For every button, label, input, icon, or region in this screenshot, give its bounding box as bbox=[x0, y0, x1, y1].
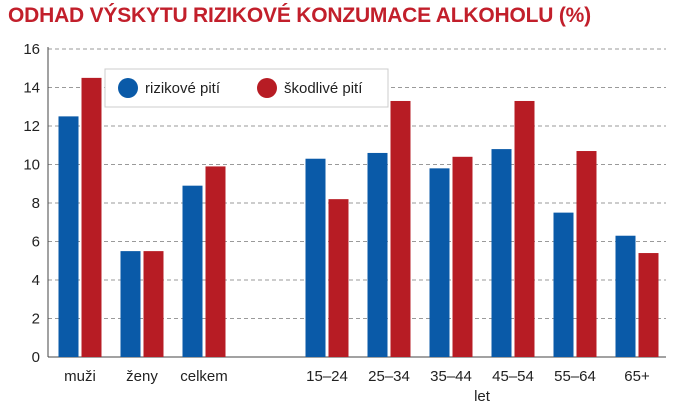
y-tick-label: 0 bbox=[32, 349, 40, 366]
bar-rizikove-5 bbox=[429, 168, 450, 357]
bar-skodlive-2 bbox=[205, 166, 226, 357]
legend-label: rizikové pití bbox=[145, 80, 221, 97]
y-tick-label: 16 bbox=[23, 41, 40, 58]
y-tick-label: 14 bbox=[23, 80, 40, 97]
x-tick-label: 45–54 bbox=[492, 368, 534, 385]
bar-skodlive-1 bbox=[143, 251, 164, 357]
x-tick-label: 25–34 bbox=[368, 368, 410, 385]
legend-marker bbox=[257, 78, 277, 98]
chart-title: ODHAD VÝSKYTU RIZIKOVÉ KONZUMACE ALKOHOL… bbox=[8, 4, 591, 27]
bar-rizikove-6 bbox=[491, 149, 512, 357]
bar-rizikove-2 bbox=[182, 185, 203, 357]
x-tick-label: celkem bbox=[180, 368, 228, 385]
x-tick-label: 55–64 bbox=[554, 368, 596, 385]
legend-box bbox=[104, 68, 389, 108]
legend-label: škodlivé pití bbox=[284, 80, 363, 97]
x-tick-label: 65+ bbox=[624, 368, 650, 385]
y-tick-label: 12 bbox=[23, 118, 40, 135]
bar-skodlive-7 bbox=[576, 151, 597, 357]
x-tick-label: muži bbox=[64, 368, 96, 385]
y-tick-label: 4 bbox=[32, 272, 40, 289]
y-tick-label: 8 bbox=[32, 195, 40, 212]
x-axis-label: let bbox=[474, 388, 491, 405]
y-tick-label: 2 bbox=[32, 311, 40, 328]
bar-rizikove-3 bbox=[305, 158, 326, 357]
y-tick-label: 10 bbox=[23, 157, 40, 174]
bar-skodlive-8 bbox=[638, 253, 659, 357]
bar-rizikove-0 bbox=[58, 116, 79, 357]
bar-rizikove-7 bbox=[553, 212, 574, 357]
y-tick-label: 6 bbox=[32, 234, 40, 251]
x-tick-label: 35–44 bbox=[430, 368, 472, 385]
bar-skodlive-4 bbox=[390, 100, 411, 357]
bar-skodlive-6 bbox=[514, 100, 535, 357]
bar-rizikove-4 bbox=[367, 152, 388, 357]
bar-skodlive-3 bbox=[328, 199, 349, 357]
legend-marker bbox=[118, 78, 138, 98]
bar-rizikove-8 bbox=[615, 235, 636, 357]
x-tick-label: 15–24 bbox=[306, 368, 348, 385]
bar-skodlive-5 bbox=[452, 156, 473, 357]
x-tick-label: ženy bbox=[126, 368, 158, 385]
bar-skodlive-0 bbox=[81, 77, 102, 357]
bar-rizikove-1 bbox=[120, 251, 141, 357]
